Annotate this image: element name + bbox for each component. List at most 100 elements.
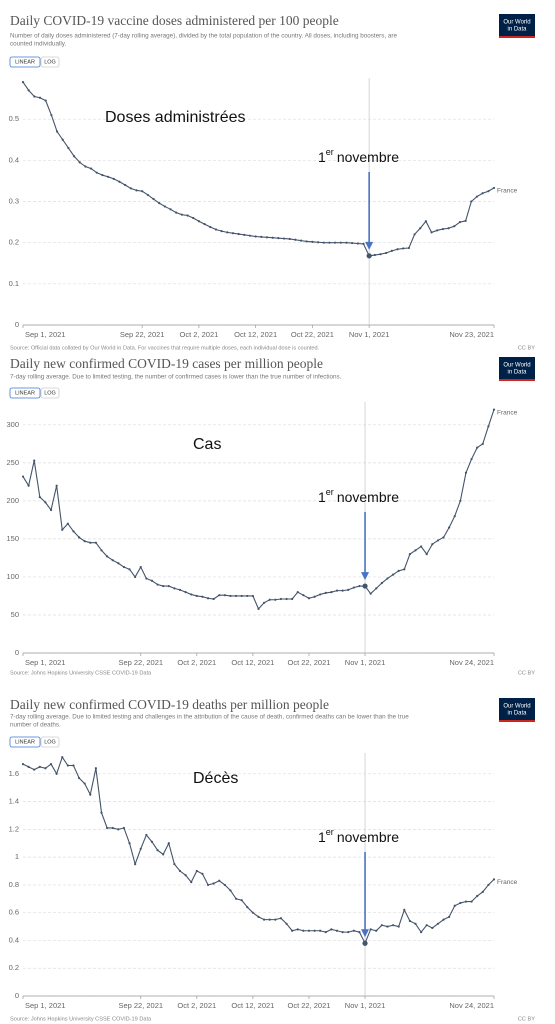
data-point [229,889,232,892]
data-point [324,591,327,595]
series-label: France [497,409,518,416]
logo-text: in Data [507,370,527,376]
data-point [67,146,70,150]
data-point [117,562,120,565]
scale-button-label[interactable]: LOG [44,739,56,745]
data-point [195,869,198,873]
data-point [129,187,132,190]
data-point [44,501,47,504]
data-point [459,901,462,905]
y-tick-label: 0 [15,648,19,657]
data-point [206,883,210,887]
data-point [38,765,41,768]
data-point [352,929,355,932]
data-point [397,569,400,572]
data-point [347,931,350,934]
logo-text: in Data [507,711,527,717]
data-point [27,484,30,487]
data-point [319,929,322,932]
data-point [330,928,333,931]
data-point [112,177,115,180]
chart-title: Daily new confirmed COVID-19 deaths per … [10,697,329,712]
scale-button-label[interactable]: LINEAR [15,390,35,396]
data-point [145,833,148,837]
data-point [296,591,299,594]
data-point [385,251,388,255]
x-tick-label: Nov 24, 2021 [449,658,494,667]
data-point [163,205,166,208]
chart-subtitle: 7-day rolling average. Due to limited te… [10,374,342,381]
scale-button[interactable] [40,387,60,399]
data-point [442,536,445,539]
y-tick-label: 1.4 [9,797,19,806]
scale-button-label[interactable]: LINEAR [15,59,35,65]
data-point [134,862,137,866]
data-point [448,915,451,918]
data-point [453,904,456,907]
data-point [316,241,320,244]
data-point [212,882,215,885]
data-point [55,772,58,775]
data-point [72,530,75,533]
data-point [201,872,204,875]
data-point [186,214,189,217]
scale-button-label[interactable]: LINEAR [15,739,35,745]
data-point [464,471,468,474]
data-point [55,484,58,487]
data-point [94,541,97,544]
data-point [162,853,165,856]
data-point [424,220,428,223]
data-point [375,587,378,590]
y-tick-label: 0.2 [9,963,19,972]
data-point [101,174,104,177]
annotation-label: 1er novembre [318,147,399,164]
data-point [274,598,277,601]
scale-button[interactable] [9,387,41,399]
data-point [158,202,161,205]
data-point [335,929,339,932]
data-point [347,588,350,591]
data-point [135,189,138,192]
data-point [282,237,286,240]
scale-button-label[interactable]: LOG [44,390,56,396]
license: CC BY [518,670,535,676]
data-point [335,589,339,592]
data-point [178,588,182,591]
data-point [436,539,440,542]
scale-button[interactable] [40,736,60,748]
scale-button-label[interactable]: LOG [44,59,56,65]
annotation-title: Cas [193,436,221,453]
data-point [322,241,325,244]
data-point [369,928,372,931]
data-point [27,765,30,768]
data-point [414,549,417,552]
data-point [391,924,395,927]
data-point [403,568,406,571]
data-point [420,545,423,548]
data-point [464,219,467,222]
data-point [313,929,316,932]
data-point [173,587,176,590]
scale-button[interactable] [9,736,41,748]
y-tick-label: 0 [15,991,19,1000]
data-point [430,231,433,234]
annotation-rest: novembre [337,149,399,165]
license: CC BY [518,345,535,351]
data-point [209,225,212,229]
data-point [106,826,109,830]
data-point [413,233,416,236]
logo-box [499,14,535,38]
data-point [77,776,81,780]
source-note: Source: Official data collated by Our Wo… [10,345,320,351]
data-point [234,897,238,900]
scale-button[interactable] [9,56,41,68]
data-point [271,236,274,239]
data-point [128,842,131,845]
data-point [38,96,42,99]
annotation-number: 1 [318,489,326,505]
data-point [299,239,303,242]
y-tick-label: 100 [6,572,19,581]
series-label: France [497,188,518,195]
scale-button[interactable] [40,56,60,68]
y-tick-label: 1.6 [9,769,19,778]
